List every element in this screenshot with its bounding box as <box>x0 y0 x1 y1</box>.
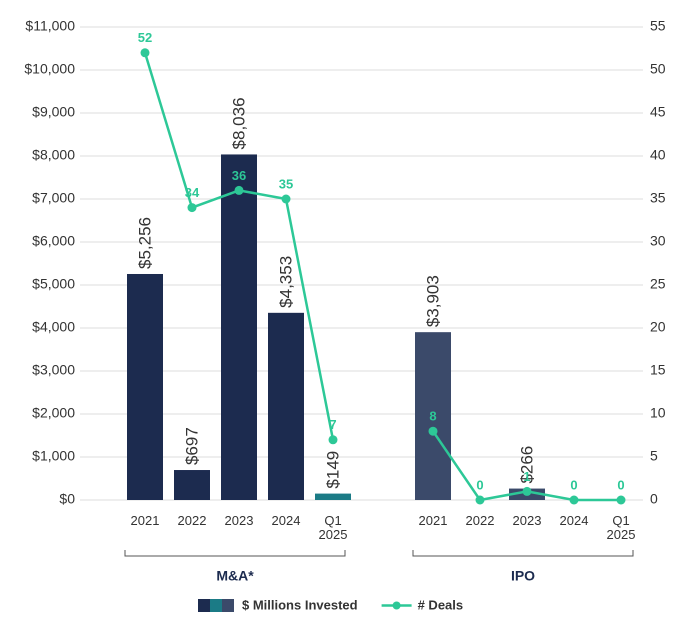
y-tick-label: $11,000 <box>25 18 75 34</box>
y2-tick-label: 15 <box>650 362 666 378</box>
bar-value-label: $5,256 <box>135 217 154 269</box>
x-tick-label: Q1 2025 <box>318 513 348 542</box>
deal-point <box>569 495 579 505</box>
deal-label: 8 <box>429 409 436 424</box>
y2-tick-label: 25 <box>650 276 666 292</box>
deal-label: 36 <box>232 168 246 183</box>
deal-point <box>187 203 197 213</box>
y-tick-label: $7,000 <box>32 190 75 206</box>
y2-tick-label: 35 <box>650 190 666 206</box>
group-label: IPO <box>511 568 535 584</box>
y-tick-label: $8,000 <box>32 147 75 163</box>
group-bracket <box>124 550 346 557</box>
y2-tick-label: 55 <box>650 18 666 34</box>
deal-label: 7 <box>329 417 336 432</box>
bar <box>174 470 210 500</box>
bar <box>315 493 351 500</box>
x-tick-label: 2021 <box>130 513 160 528</box>
y-tick-label: $4,000 <box>32 319 75 335</box>
y2-tick-label: 20 <box>650 319 666 335</box>
x-tick-label: 2021 <box>418 513 448 528</box>
y-tick-label: $2,000 <box>32 405 75 421</box>
bar-value-label: $4,353 <box>276 256 295 308</box>
legend-swatch <box>222 599 234 612</box>
bar-value-label: $8,036 <box>229 97 248 149</box>
x-tick-label: 2023 <box>224 513 254 528</box>
x-tick-label: 2023 <box>512 513 542 528</box>
x-tick-label: 2024 <box>559 513 589 528</box>
deal-label: 52 <box>138 30 152 45</box>
bar-value-label: $149 <box>323 451 342 489</box>
deal-label: 34 <box>185 185 200 200</box>
y-tick-label: $3,000 <box>32 362 75 378</box>
legend-label: # Deals <box>418 597 464 612</box>
y2-tick-label: 5 <box>650 448 658 464</box>
deal-point <box>616 495 626 505</box>
y-tick-label: $5,000 <box>32 276 75 292</box>
x-tick-label: Q1 2025 <box>606 513 636 542</box>
deal-label: 0 <box>570 477 577 492</box>
y-tick-label: $9,000 <box>32 104 75 120</box>
y-tick-label: $10,000 <box>24 61 75 77</box>
deal-point <box>140 48 150 58</box>
bar <box>268 312 304 500</box>
group-label: M&A* <box>216 568 254 584</box>
bar <box>127 273 163 500</box>
deal-label: 35 <box>279 176 293 191</box>
y-tick-label: $1,000 <box>32 448 75 464</box>
y-tick-label: $6,000 <box>32 233 75 249</box>
x-tick-label: 2024 <box>271 513 301 528</box>
deal-point <box>522 486 532 496</box>
bar <box>415 332 451 500</box>
y2-tick-label: 0 <box>650 491 658 507</box>
bar-value-label: $266 <box>517 446 536 484</box>
y-tick-label: $0 <box>59 491 75 507</box>
bar-value-label: $3,903 <box>423 275 442 327</box>
deal-label: 0 <box>617 477 624 492</box>
x-tick-label: 2022 <box>465 513 495 528</box>
y2-tick-label: 40 <box>650 147 666 163</box>
deal-label: 1 <box>523 469 530 484</box>
bar <box>221 154 257 500</box>
legend-label: $ Millions Invested <box>242 597 358 612</box>
deal-point <box>428 426 438 436</box>
bar-value-label: $697 <box>182 427 201 465</box>
deal-point <box>475 495 485 505</box>
legend-swatch <box>392 601 401 610</box>
group-bracket <box>412 550 634 557</box>
deal-label: 0 <box>476 477 483 492</box>
legend-swatch <box>210 599 222 612</box>
deal-point <box>281 194 291 204</box>
deal-point <box>328 435 338 445</box>
y2-tick-label: 45 <box>650 104 666 120</box>
deal-point <box>234 185 244 195</box>
y2-tick-label: 50 <box>650 61 666 77</box>
legend-swatch <box>198 599 210 612</box>
x-tick-label: 2022 <box>177 513 207 528</box>
y2-tick-label: 10 <box>650 405 666 421</box>
y2-tick-label: 30 <box>650 233 666 249</box>
